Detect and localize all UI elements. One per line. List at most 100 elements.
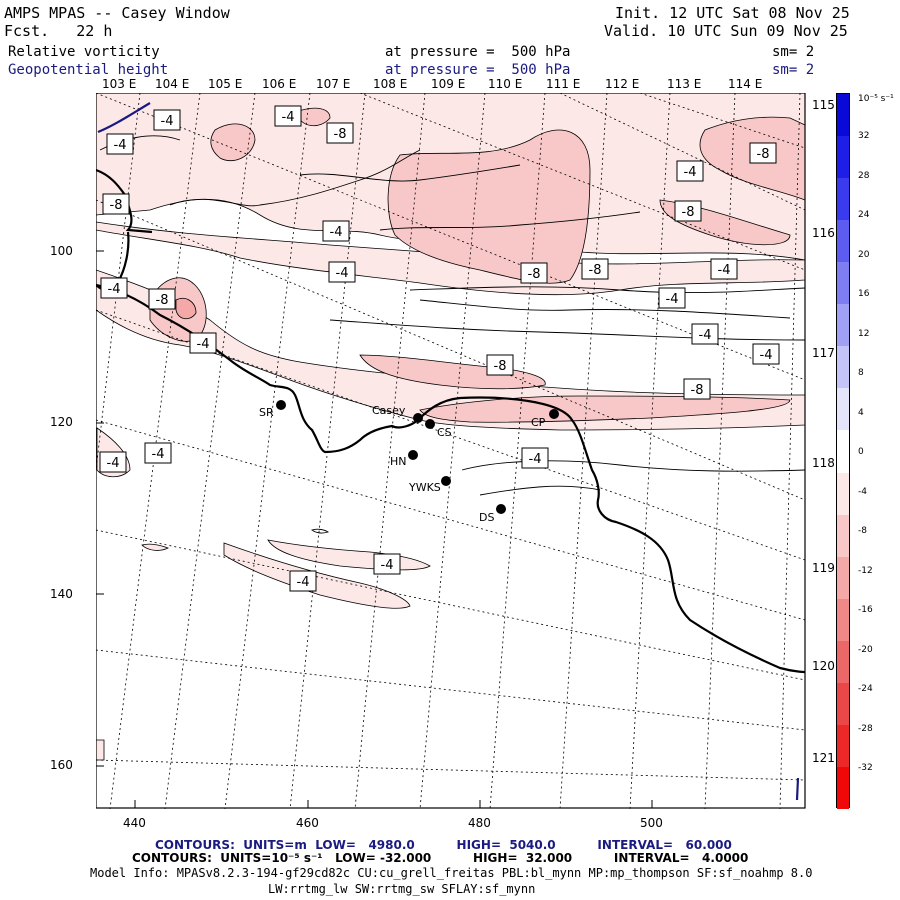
contour-label: -4 — [718, 263, 731, 278]
contour-label: -8 — [589, 263, 602, 278]
contour-label: -4 — [197, 337, 210, 352]
lon-label: 112 E — [605, 77, 640, 91]
colorbar-swatch — [837, 178, 849, 221]
field2-level: at pressure = 500 hPa — [385, 62, 571, 78]
station-label: SR — [259, 406, 274, 419]
y-tick-label: 100 — [50, 244, 73, 258]
station-cs: CS — [425, 419, 452, 439]
station-label: YWKS — [408, 481, 441, 494]
station-ywks: YWKS — [408, 476, 451, 494]
colorbar-tick-label: 32 — [858, 131, 870, 141]
colorbar-tick-label: 28 — [858, 170, 870, 181]
station-label: Casey — [372, 404, 406, 417]
contour-label: -8 — [334, 127, 347, 142]
lon-label: 107 E — [316, 77, 351, 91]
colorbar-swatch — [837, 598, 849, 641]
field1-name: Relative vorticity — [8, 44, 160, 60]
contour-label: -8 — [494, 359, 507, 374]
model-info-physics: LW:rrtmg_lw SW:rrtmg_sw SFLAY:sf_mynn — [268, 882, 536, 896]
contour-label: -4 — [107, 456, 120, 471]
contour-label: -4 — [297, 575, 310, 590]
contour-label: -4 — [760, 348, 773, 363]
colorbar — [836, 93, 850, 809]
colorbar-tick-label: -16 — [858, 605, 873, 615]
vorticity-fill-strong — [175, 297, 197, 320]
colorbar-tick-label: 8 — [858, 368, 864, 378]
colorbar-tick-label: -20 — [858, 644, 873, 655]
station-label: CP — [531, 416, 546, 429]
contour-label: -4 — [114, 138, 127, 153]
station-sr: SR — [259, 400, 286, 419]
colorbar-swatch — [837, 388, 849, 431]
colorbar-swatch — [837, 472, 849, 515]
lon-label: 113 E — [667, 77, 702, 91]
colorbar-swatch — [837, 556, 849, 599]
lon-label: 105 E — [208, 77, 243, 91]
colorbar-swatch — [837, 220, 849, 263]
x-tick-label: 460 — [296, 816, 319, 830]
colorbar-tick-label: 20 — [858, 249, 870, 260]
init-time: Init. 12 UTC Sat 08 Nov 25 — [615, 4, 850, 22]
contour-label: -4 — [529, 452, 542, 467]
model-info: Model Info: MPASv8.2.3-194-gf29cd82c CU:… — [90, 866, 813, 880]
colorbar-tick-label: 16 — [858, 289, 870, 299]
colorbar-swatch — [837, 682, 849, 725]
contour-label: -8 — [691, 383, 704, 398]
colorbar-tick-label: 4 — [858, 407, 864, 418]
colorbar-unit: 10⁻⁵ s⁻¹ — [858, 94, 894, 104]
station-label: CS — [437, 426, 452, 439]
forecast-hour: Fcst. 22 h — [4, 22, 113, 40]
x-tick-label: 480 — [468, 816, 491, 830]
contour-label: -4 — [161, 114, 174, 129]
station-label: HN — [390, 455, 407, 468]
contour-label: -4 — [684, 165, 697, 180]
lon-label: 114 E — [728, 77, 763, 91]
colorbar-swatch — [837, 346, 849, 389]
contour-labels: -4 -4 -4 -8 -8 -4 -4 -8 -4 -8 -4 -8 -4 -… — [99, 105, 780, 592]
map-title: AMPS MPAS -- Casey Window — [4, 4, 230, 22]
valid-time: Valid. 10 UTC Sun 09 Nov 25 — [604, 22, 848, 40]
lon-label: 109 E — [431, 77, 466, 91]
colorbar-tick-label: 12 — [858, 328, 870, 339]
contour-label: -4 — [330, 225, 343, 240]
contour-label: -8 — [757, 147, 770, 162]
lon-label: 106 E — [262, 77, 297, 91]
lon-label: 103 E — [102, 77, 137, 91]
field1-level: at pressure = 500 hPa — [385, 44, 571, 60]
lon-label: 111 E — [546, 77, 581, 91]
lon-label: 108 E — [373, 77, 408, 91]
colorbar-swatch — [837, 304, 849, 347]
field1-smoothing: sm= 2 — [772, 44, 815, 60]
colorbar-tick-label: 24 — [858, 210, 870, 220]
contour-label: -4 — [666, 292, 679, 307]
station-hn: HN — [390, 450, 418, 468]
contour-label: -4 — [282, 110, 295, 125]
contour-label: -4 — [381, 558, 394, 573]
contour-label: -4 — [108, 282, 121, 297]
map-frame — [96, 93, 806, 809]
field2-smoothing: sm= 2 — [772, 62, 815, 78]
map-panel: -4 -4 -4 -8 -8 -4 -4 -8 -4 -8 -4 -8 -4 -… — [96, 93, 806, 809]
y-tick-label: 160 — [50, 758, 73, 772]
contour-label: -4 — [152, 447, 165, 462]
contour-label: -8 — [682, 205, 695, 220]
colorbar-swatch — [837, 136, 849, 179]
y-tick-label: 120 — [50, 415, 73, 429]
station-label: DS — [479, 511, 494, 524]
contour-label: -8 — [156, 293, 169, 308]
colorbar-tick-label: -28 — [858, 723, 873, 734]
station-ds: DS — [479, 504, 506, 524]
height-contour-info: CONTOURS: UNITS=m LOW= 4980.0 HIGH= 5040… — [155, 838, 732, 852]
colorbar-tick-label: -12 — [858, 565, 873, 576]
colorbar-swatch — [837, 514, 849, 557]
vorticity-contour-info: CONTOURS: UNITS=10⁻⁵ s⁻¹ LOW= -32.000 HI… — [132, 851, 749, 865]
colorbar-swatch — [837, 262, 849, 305]
x-tick-label: 440 — [123, 816, 146, 830]
contour-label: -8 — [110, 198, 123, 213]
field2-name: Geopotential height — [8, 62, 169, 78]
colorbar-swatch — [837, 430, 849, 473]
colorbar-swatch — [837, 94, 849, 137]
x-tick-label: 500 — [640, 816, 663, 830]
colorbar-tick-label: -4 — [858, 486, 867, 497]
colorbar-tick-label: -32 — [858, 763, 873, 773]
